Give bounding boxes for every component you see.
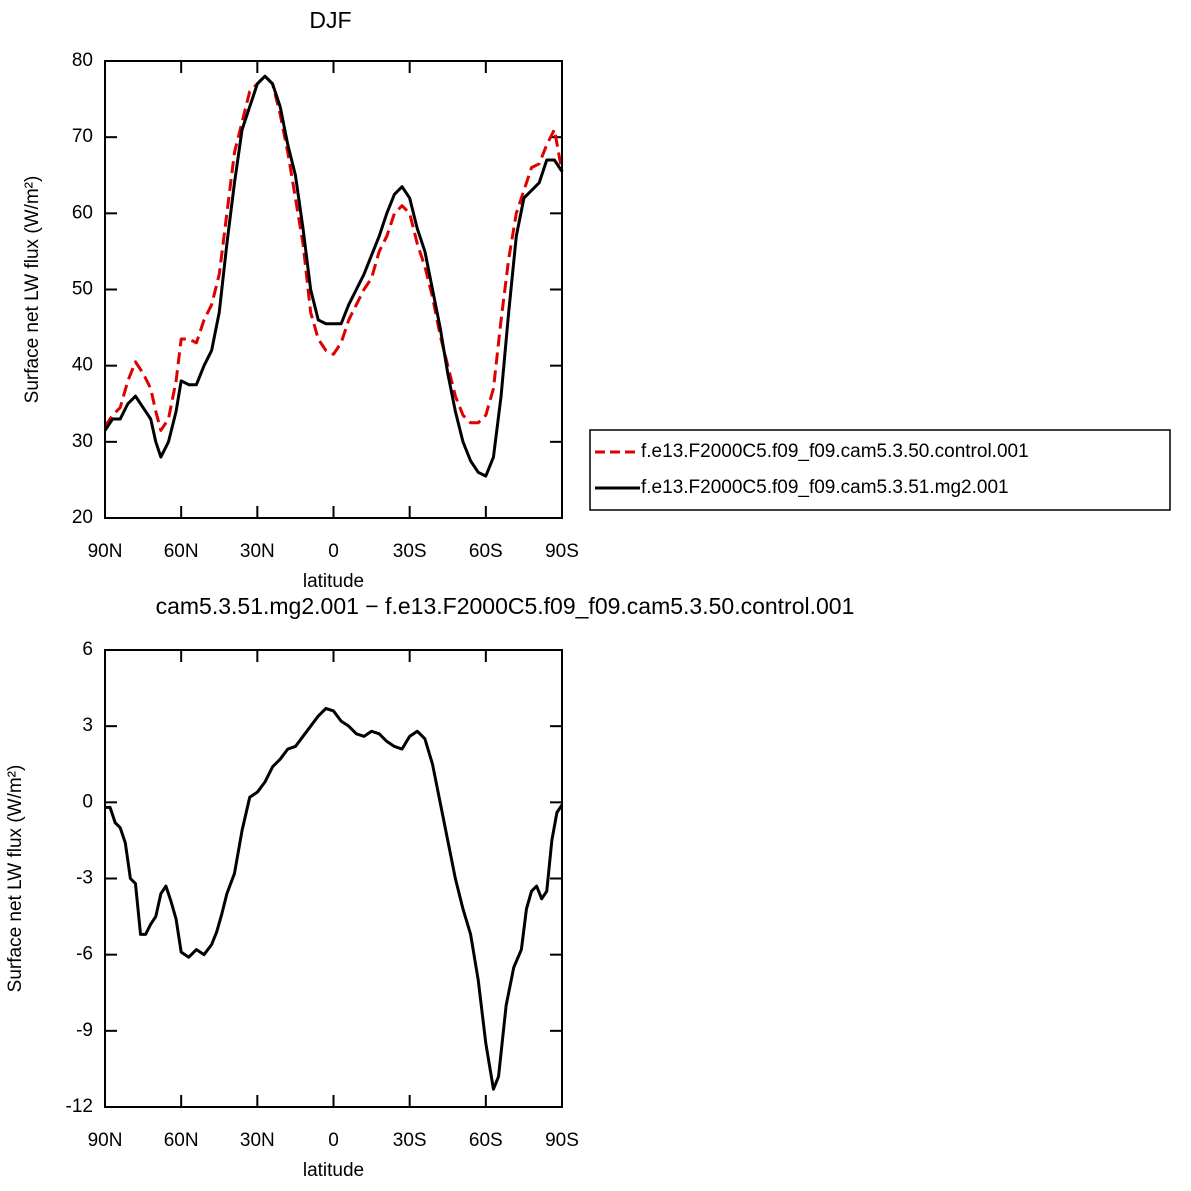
x-tick-label: 60S [469, 541, 503, 562]
y-axis-label: Surface net LW flux (W/m²) [5, 765, 26, 993]
chart-title: DJF [309, 7, 351, 33]
x-tick-label: 30N [240, 541, 275, 562]
legend-box [589, 429, 1171, 511]
y-tick-label: -9 [76, 1020, 93, 1041]
y-tick-label: 20 [72, 507, 93, 528]
data-line [105, 706, 564, 1091]
y-tick-label: 30 [72, 431, 93, 452]
chart-title: cam5.3.51.mg2.001 − f.e13.F2000C5.f09_f0… [156, 593, 855, 619]
y-axis-label: Surface net LW flux (W/m²) [22, 176, 43, 404]
data-line [103, 74, 564, 478]
x-tick-label: 60N [164, 541, 199, 562]
y-tick-label: -6 [76, 944, 93, 965]
x-tick-label: 90S [545, 541, 579, 562]
x-tick-label: 30S [393, 541, 427, 562]
y-tick-label: 70 [72, 126, 93, 147]
x-tick-label: 30S [393, 1130, 427, 1151]
y-tick-label: -12 [66, 1096, 93, 1117]
y-tick-label: 0 [82, 791, 93, 812]
x-tick-label: 60N [164, 1130, 199, 1151]
x-tick-label: 90N [88, 1130, 123, 1151]
plot-frame [104, 60, 563, 519]
x-axis-label: latitude [303, 1160, 364, 1181]
plot-frame [104, 649, 563, 1108]
legend-label: f.e13.F2000C5.f09_f09.cam5.3.51.mg2.001 [641, 477, 1009, 498]
y-tick-label: -3 [76, 868, 93, 889]
y-tick-label: 6 [82, 639, 93, 660]
x-tick-label: 60S [469, 1130, 503, 1151]
x-tick-label: 30N [240, 1130, 275, 1151]
data-line [103, 74, 564, 432]
x-tick-label: 90N [88, 541, 123, 562]
y-tick-label: 80 [72, 50, 93, 71]
x-tick-label: 0 [328, 541, 339, 562]
legend-label: f.e13.F2000C5.f09_f09.cam5.3.50.control.… [641, 441, 1029, 462]
x-tick-label: 90S [545, 1130, 579, 1151]
y-tick-label: 40 [72, 355, 93, 376]
y-tick-label: 50 [72, 279, 93, 300]
y-tick-label: 3 [82, 715, 93, 736]
x-tick-label: 0 [328, 1130, 339, 1151]
x-axis-label: latitude [303, 571, 364, 592]
y-tick-label: 60 [72, 202, 93, 223]
